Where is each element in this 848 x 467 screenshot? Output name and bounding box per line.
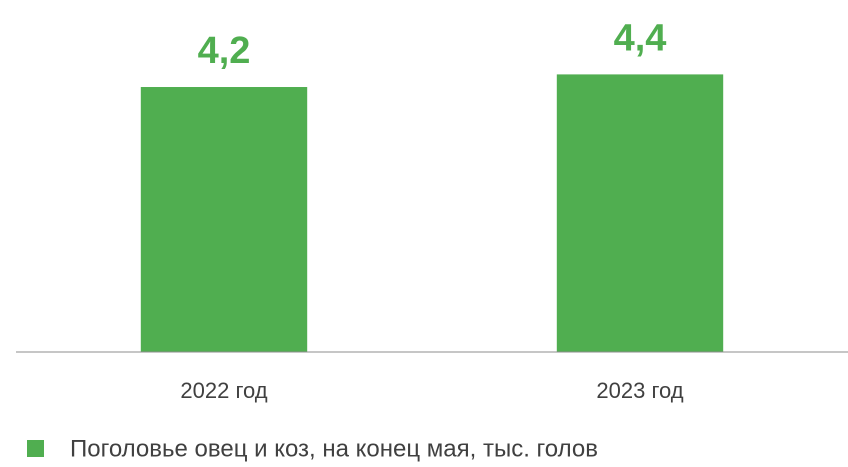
data-label: 4,4 [614,17,667,59]
legend-label: Поголовье овец и коз, на конец мая, тыс.… [70,435,598,462]
x-tick-label: 2022 год [180,378,267,403]
data-label: 4,2 [198,30,251,72]
legend-swatch [27,440,44,457]
bar [140,87,308,352]
x-tick-label: 2023 год [596,378,683,403]
bar [556,74,724,353]
